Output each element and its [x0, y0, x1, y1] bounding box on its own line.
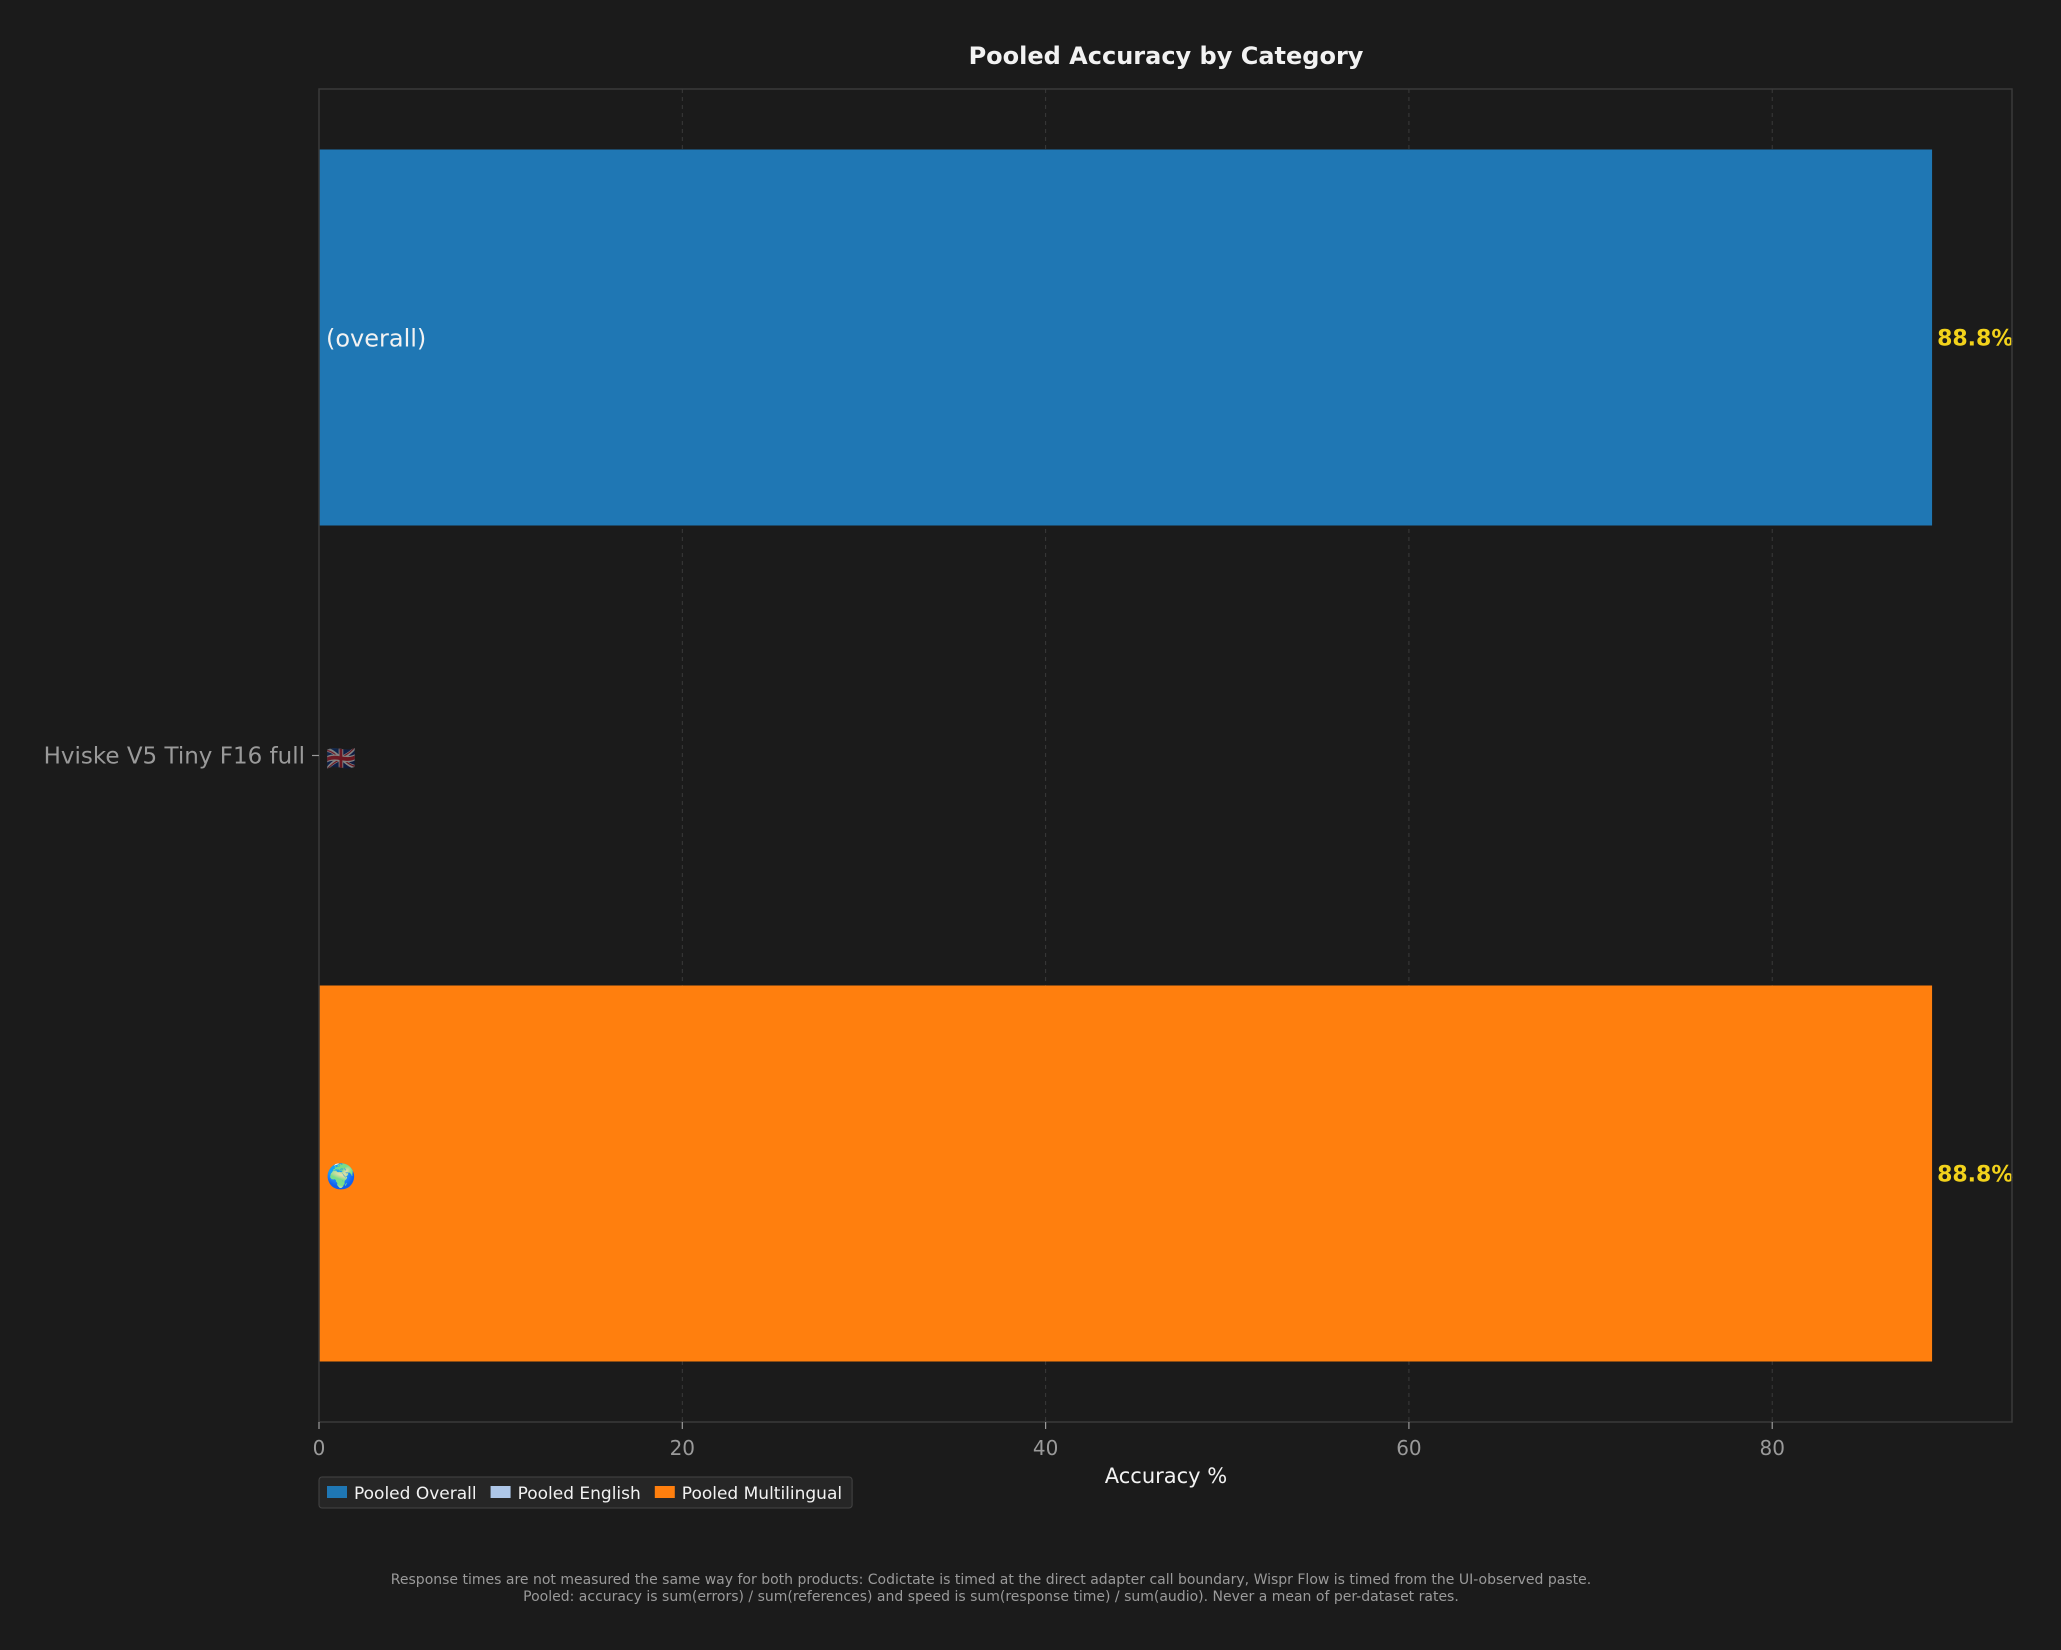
legend: Pooled Overall Pooled English Pooled Multi… [318, 1476, 853, 1509]
legend-swatch [490, 1486, 511, 1498]
chart-title: Pooled Accuracy by Category [969, 42, 1364, 70]
x-tick-label: 40 [1033, 1436, 1058, 1460]
legend-label: Pooled Multilingual [682, 1484, 842, 1504]
value-label: 88.8% [1937, 1163, 2013, 1188]
category-label: Hviske V5 Tiny F16 full [44, 744, 305, 770]
category-labels: Hviske V5 Tiny F16 full [44, 744, 319, 770]
x-tick-label: 0 [313, 1436, 326, 1460]
legend-label: Pooled English [518, 1484, 641, 1504]
legend-swatch [327, 1486, 347, 1498]
footnotes: Response times are not measured the same… [391, 1572, 1591, 1605]
grid-lines [681, 89, 1773, 1422]
x-ticks: 0 20 40 60 80 [313, 1422, 1785, 1460]
value-label: 88.8% [1937, 327, 2013, 352]
footnote-line: Response times are not measured the same… [391, 1572, 1591, 1588]
x-tick-label: 80 [1759, 1436, 1784, 1460]
x-tick-label: 20 [670, 1436, 695, 1460]
bars: (overall) 88.8% 🇬🇧 🌍 88.8% [319, 149, 2013, 1362]
bar-inner-label: 🌍 [326, 1163, 356, 1191]
footnote-line: Pooled: accuracy is sum(errors) / sum(re… [523, 1589, 1459, 1605]
legend-box [318, 1476, 853, 1509]
x-axis-label: Accuracy % [1105, 1464, 1228, 1488]
x-tick-label: 60 [1396, 1436, 1421, 1460]
bar-inner-label: 🇬🇧 [326, 745, 356, 773]
bar-pooled-overall [319, 149, 1933, 526]
bar-inner-label: (overall) [326, 325, 426, 353]
legend-label: Pooled Overall [354, 1484, 477, 1504]
legend-swatch [654, 1486, 675, 1498]
bar-pooled-multilingual [319, 985, 1933, 1362]
